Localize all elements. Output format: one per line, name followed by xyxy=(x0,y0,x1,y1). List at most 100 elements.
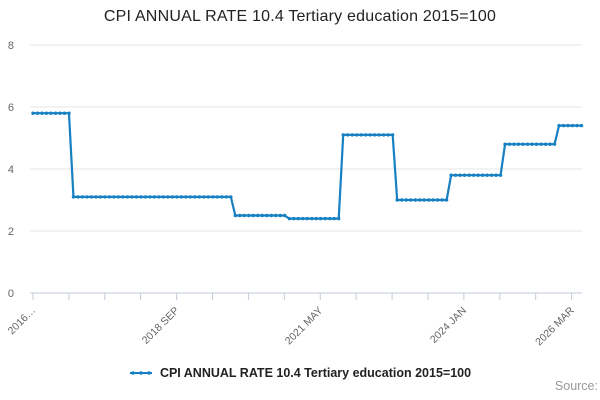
data-point[interactable] xyxy=(561,123,566,128)
data-point[interactable] xyxy=(193,195,197,199)
data-point[interactable] xyxy=(543,142,548,146)
data-point[interactable] xyxy=(202,195,206,199)
data-point[interactable] xyxy=(570,123,575,128)
legend[interactable]: CPI ANNUAL RATE 10.4 Tertiary education … xyxy=(0,363,600,383)
data-point[interactable] xyxy=(58,111,62,115)
data-point[interactable] xyxy=(332,216,336,221)
data-point[interactable] xyxy=(134,195,139,199)
data-point[interactable] xyxy=(256,213,260,218)
data-point[interactable] xyxy=(296,216,300,221)
data-point[interactable] xyxy=(390,133,395,137)
data-point[interactable] xyxy=(417,198,422,202)
data-point[interactable] xyxy=(94,195,98,199)
data-point[interactable] xyxy=(471,173,476,177)
data-point[interactable] xyxy=(503,142,507,146)
data-point[interactable] xyxy=(251,213,255,218)
data-point[interactable] xyxy=(579,123,584,128)
data-point[interactable] xyxy=(98,195,103,199)
data-point[interactable] xyxy=(395,198,399,202)
data-point[interactable] xyxy=(148,195,152,199)
data-point[interactable] xyxy=(485,173,489,177)
data-point[interactable] xyxy=(386,133,390,137)
data-point[interactable] xyxy=(85,195,89,199)
data-point[interactable] xyxy=(552,142,557,146)
data-point[interactable] xyxy=(310,216,314,221)
data-point[interactable] xyxy=(381,133,386,137)
data-point[interactable] xyxy=(49,111,53,115)
data-point[interactable] xyxy=(426,198,431,202)
data-point[interactable] xyxy=(494,173,498,177)
data-point[interactable] xyxy=(62,111,67,115)
data-point[interactable] xyxy=(184,195,188,199)
data-point[interactable] xyxy=(431,198,435,202)
data-point[interactable] xyxy=(323,216,327,221)
data-point[interactable] xyxy=(170,195,175,199)
data-point[interactable] xyxy=(557,123,561,128)
data-point[interactable] xyxy=(220,195,224,199)
data-point[interactable] xyxy=(116,195,121,199)
data-point[interactable] xyxy=(76,195,80,199)
data-point[interactable] xyxy=(125,195,130,199)
data-point[interactable] xyxy=(269,213,273,218)
data-point[interactable] xyxy=(242,213,247,218)
data-point[interactable] xyxy=(413,198,417,202)
data-point[interactable] xyxy=(458,173,462,177)
data-point[interactable] xyxy=(534,142,539,146)
data-point[interactable] xyxy=(435,198,440,202)
data-point[interactable] xyxy=(444,198,449,202)
data-point[interactable] xyxy=(89,195,94,199)
data-point[interactable] xyxy=(530,142,534,146)
data-point[interactable] xyxy=(238,213,242,218)
data-point[interactable] xyxy=(188,195,193,199)
data-point[interactable] xyxy=(107,195,112,199)
data-point[interactable] xyxy=(364,133,368,137)
data-point[interactable] xyxy=(328,216,332,221)
data-point[interactable] xyxy=(319,216,323,221)
data-point[interactable] xyxy=(350,133,354,137)
data-point[interactable] xyxy=(377,133,381,137)
data-point[interactable] xyxy=(103,195,107,199)
data-point[interactable] xyxy=(337,216,341,221)
data-point[interactable] xyxy=(462,173,467,177)
data-point[interactable] xyxy=(211,195,215,199)
data-point[interactable] xyxy=(139,195,143,199)
data-point[interactable] xyxy=(247,213,251,218)
series-line[interactable] xyxy=(33,112,582,220)
data-point[interactable] xyxy=(341,133,345,137)
data-point[interactable] xyxy=(467,173,471,177)
data-point[interactable] xyxy=(121,195,125,199)
data-point[interactable] xyxy=(44,111,49,115)
data-point[interactable] xyxy=(453,173,458,177)
data-point[interactable] xyxy=(143,195,148,199)
data-point[interactable] xyxy=(359,133,363,137)
data-point[interactable] xyxy=(512,142,516,146)
data-point[interactable] xyxy=(399,198,404,202)
data-point[interactable] xyxy=(355,133,359,137)
data-point[interactable] xyxy=(449,173,453,177)
data-point[interactable] xyxy=(440,198,444,202)
data-point[interactable] xyxy=(404,198,408,202)
data-point[interactable] xyxy=(260,213,264,218)
data-point[interactable] xyxy=(80,195,85,199)
data-point[interactable] xyxy=(372,133,377,137)
data-point[interactable] xyxy=(548,142,552,146)
data-point[interactable] xyxy=(157,195,161,199)
data-point[interactable] xyxy=(489,173,494,177)
data-point[interactable] xyxy=(197,195,202,199)
data-point[interactable] xyxy=(175,195,179,199)
data-point[interactable] xyxy=(422,198,426,202)
data-point[interactable] xyxy=(35,111,40,115)
data-point[interactable] xyxy=(575,123,579,128)
data-point[interactable] xyxy=(71,195,76,199)
data-point[interactable] xyxy=(539,142,543,146)
data-point[interactable] xyxy=(215,195,220,199)
data-point[interactable] xyxy=(301,216,305,221)
data-point[interactable] xyxy=(206,195,211,199)
data-point[interactable] xyxy=(130,195,134,199)
data-point[interactable] xyxy=(408,198,413,202)
data-point[interactable] xyxy=(31,111,35,115)
data-point[interactable] xyxy=(292,216,296,221)
data-point[interactable] xyxy=(112,195,116,199)
data-point[interactable] xyxy=(305,216,309,221)
data-point[interactable] xyxy=(166,195,170,199)
